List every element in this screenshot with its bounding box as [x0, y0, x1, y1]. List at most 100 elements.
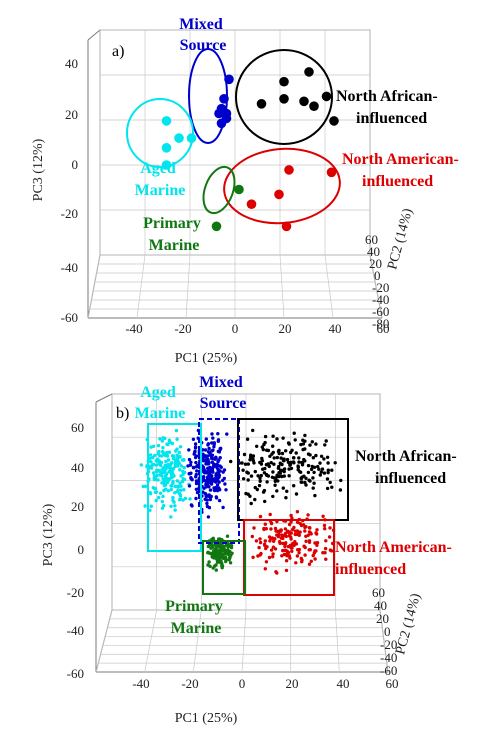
north-african-label-line2: influenced — [356, 110, 427, 127]
aged-marine-point — [156, 443, 161, 448]
primary-marine-point — [228, 556, 232, 560]
north-american-influenced-point — [290, 549, 294, 553]
aged-marine-point — [182, 465, 186, 470]
x-tick: 60 — [377, 321, 390, 336]
mixed-source-point — [187, 457, 192, 462]
mixed-source-point — [204, 494, 209, 499]
panel-a-y-ticks: 40 20 0 -20 -40 -60 — [61, 56, 78, 325]
north-american-influenced-point — [264, 527, 268, 531]
aged-marine-point — [148, 464, 152, 468]
floor-grid-line — [185, 254, 191, 319]
north-african-influenced-point — [259, 473, 263, 478]
north-american-influenced-point — [264, 560, 269, 564]
north-african-influenced-point — [253, 469, 257, 474]
north-american-influenced-point — [303, 525, 307, 530]
north-african-influenced-point — [280, 474, 284, 479]
aged-marine-point — [163, 436, 167, 441]
north-african-influenced-point — [268, 454, 272, 458]
mixed-source-point — [205, 501, 209, 506]
north-african-influenced-point — [275, 455, 279, 460]
aged-marine-point — [170, 475, 175, 479]
north-african-influenced-point — [281, 436, 285, 440]
aged-marine-point — [157, 495, 161, 500]
mixed-source-point — [209, 482, 214, 486]
north-american-influenced-point — [303, 529, 307, 533]
y-tick: -40 — [61, 260, 78, 275]
mixed-source-point — [225, 432, 229, 436]
floor-grid-line — [136, 254, 146, 319]
x-tick: -20 — [174, 321, 191, 336]
north-american-influenced-point — [284, 559, 289, 563]
mixed-source-point — [209, 454, 214, 459]
y-tick: 0 — [78, 542, 85, 557]
mixed-source-point — [205, 459, 209, 464]
aged-marine-label-line2: Marine — [135, 405, 186, 422]
north-american-influenced-point — [280, 554, 284, 558]
north-american-influenced-point — [291, 527, 295, 532]
north-american-influenced-point — [275, 571, 279, 575]
x-tick: -20 — [181, 676, 198, 691]
y-tick: -20 — [61, 206, 78, 221]
x-tick: 20 — [279, 321, 292, 336]
mixed-source-point — [216, 449, 220, 454]
north-african-influenced-point — [293, 438, 297, 442]
aged-marine-point — [164, 459, 168, 464]
north-african-influenced-point — [316, 464, 320, 469]
north-african-influenced-point — [326, 470, 330, 475]
primary-marine-point — [221, 556, 225, 560]
mixed-source-point — [215, 463, 219, 467]
north-african-label-line2: influenced — [375, 470, 446, 487]
north-african-influenced-point — [324, 439, 328, 443]
y-tick: -20 — [67, 585, 84, 600]
primary-marine-point — [215, 560, 220, 564]
mixed-source-point — [214, 108, 224, 119]
aged-marine-point — [174, 428, 179, 433]
aged-marine-point — [160, 506, 165, 510]
mixed-source-label-line1: Mixed — [179, 16, 223, 33]
mixed-source-point — [211, 436, 215, 440]
aged-marine-point — [171, 454, 176, 458]
north-american-influenced-point — [251, 555, 255, 559]
primary-marine-ellipse — [202, 165, 236, 215]
north-african-influenced-point — [270, 452, 274, 456]
aged-marine-point — [149, 445, 153, 449]
primary-marine-point — [219, 545, 224, 549]
north-african-influenced-point — [243, 462, 248, 466]
north-african-influenced-point — [246, 471, 250, 475]
panel-b-y-ticks: 60 40 20 0 -20 -40 -60 — [67, 420, 84, 681]
aged-marine-point — [169, 487, 173, 492]
x-tick: 60 — [386, 676, 399, 691]
primary-marine-point — [208, 551, 212, 555]
floor-grid-line — [192, 609, 202, 673]
north-american-influenced-point — [301, 523, 306, 527]
north-african-influenced-point — [296, 465, 300, 469]
aged-marine-point — [175, 479, 180, 483]
aged-marine-point — [151, 471, 156, 475]
primary-marine-label: Primary Marine — [143, 215, 205, 254]
aged-marine-point — [175, 484, 180, 489]
mixed-source-point — [222, 468, 227, 472]
aged-marine-point — [181, 469, 185, 474]
primary-marine-point — [222, 552, 226, 556]
primary-marine-label: Primary Marine — [165, 598, 227, 637]
aged-marine-point — [167, 440, 172, 445]
aged-marine-point — [178, 498, 182, 502]
north-african-influenced-point — [253, 497, 257, 502]
mixed-source-point — [214, 456, 218, 460]
north-african-influenced-point — [281, 486, 285, 490]
north-african-influenced-point — [299, 96, 309, 107]
primary-marine-point — [225, 534, 230, 538]
north-american-label-line2: influenced — [362, 173, 433, 190]
north-african-influenced-point — [263, 434, 268, 439]
primary-marine-point — [220, 564, 225, 568]
primary-marine-point — [229, 544, 234, 548]
aged-marine-point — [158, 437, 162, 441]
north-american-influenced-point — [281, 536, 285, 541]
floor-grid-line — [144, 609, 158, 673]
north-african-influenced-point — [318, 473, 322, 477]
aged-marine-point — [152, 477, 157, 482]
north-african-influenced-point — [282, 469, 286, 474]
north-african-influenced-point — [299, 476, 304, 481]
z-tick: 0 — [384, 624, 391, 639]
aged-marine-point — [160, 499, 164, 504]
